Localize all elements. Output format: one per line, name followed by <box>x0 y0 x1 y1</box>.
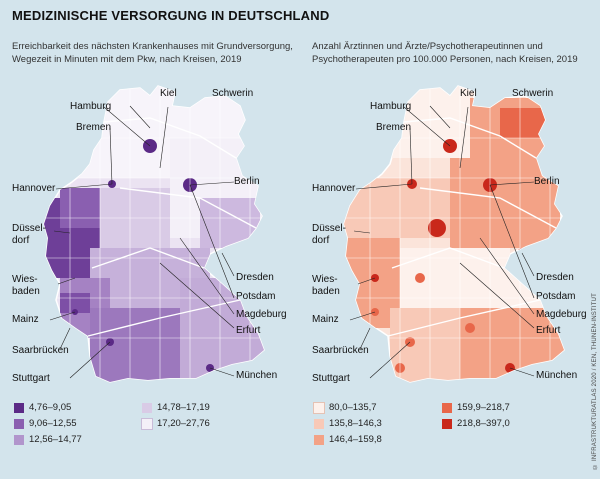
legend-swatch <box>14 402 24 413</box>
legend-swatch <box>14 418 24 429</box>
label-wiesbaden-2: baden <box>12 286 40 297</box>
label-magdeburg: Magdeburg <box>536 309 587 320</box>
legend-item: 159,9–218,7 <box>442 402 510 413</box>
legend-item: 17,20–27,76 <box>141 417 210 430</box>
legend-label: 9,06–12,55 <box>29 418 77 429</box>
right-map-subtitle: Anzahl Ärztinnen und Ärzte/Psychotherape… <box>312 40 597 66</box>
label-dresden: Dresden <box>236 272 274 283</box>
label-kiel: Kiel <box>460 88 477 99</box>
label-erfurt: Erfurt <box>236 325 261 336</box>
legend-label: 218,8–397,0 <box>457 418 510 429</box>
label-saarbruecken: Saarbrücken <box>12 345 69 356</box>
label-kiel: Kiel <box>160 88 177 99</box>
left-germany-map <box>43 85 265 383</box>
legend-item: 14,78–17,19 <box>142 402 210 413</box>
label-duesseldorf-1: Düssel- <box>12 223 46 234</box>
label-hamburg: Hamburg <box>370 101 412 112</box>
label-stuttgart: Stuttgart <box>12 373 50 384</box>
label-mainz: Mainz <box>312 314 339 325</box>
right-subtitle-line1: Anzahl Ärztinnen und Ärzte/Psychotherape… <box>312 41 543 52</box>
legend-item: 218,8–397,0 <box>442 418 510 429</box>
legend-label: 14,78–17,19 <box>157 402 210 413</box>
legend-item: 146,4–159,8 <box>314 434 382 445</box>
left-subtitle-line2: Wegezeit in Minuten mit dem Pkw, nach Kr… <box>12 54 242 65</box>
legend-item: 9,06–12,55 <box>14 418 77 429</box>
label-saarbruecken: Saarbrücken <box>312 345 369 356</box>
legend-label: 4,76–9,05 <box>29 402 72 413</box>
label-mainz: Mainz <box>12 314 39 325</box>
legend-label: 159,9–218,7 <box>457 402 510 413</box>
right-germany-map <box>343 85 565 383</box>
legend-item: 12,56–14,77 <box>14 434 82 445</box>
label-schwerin: Schwerin <box>212 88 254 99</box>
legend-swatch <box>442 418 452 429</box>
label-wiesbaden-1: Wies- <box>312 274 338 285</box>
label-bremen: Bremen <box>76 122 112 133</box>
legend-swatch <box>141 417 153 430</box>
label-schwerin: Schwerin <box>512 88 554 99</box>
label-hamburg: Hamburg <box>70 101 112 112</box>
legend-label: 135,8–146,3 <box>329 418 382 429</box>
legend-swatch <box>442 402 452 413</box>
label-berlin: Berlin <box>534 176 560 187</box>
legend-label: 12,56–14,77 <box>29 434 82 445</box>
label-duesseldorf-2: dorf <box>312 235 330 246</box>
label-stuttgart: Stuttgart <box>312 373 350 384</box>
legend-swatch <box>313 401 325 414</box>
left-map-subtitle: Erreichbarkeit des nächsten Krankenhause… <box>12 40 297 66</box>
legend-item: 80,0–135,7 <box>313 401 377 414</box>
label-potsdam: Potsdam <box>236 291 276 302</box>
label-magdeburg: Magdeburg <box>236 309 287 320</box>
right-subtitle-line2: Psychotherapeuten pro 100.000 Personen, … <box>312 54 578 65</box>
legend-label: 146,4–159,8 <box>329 434 382 445</box>
legend-item: 4,76–9,05 <box>14 402 71 413</box>
label-potsdam: Potsdam <box>536 291 576 302</box>
legend-swatch <box>314 434 324 445</box>
label-muenchen: München <box>236 370 278 381</box>
label-duesseldorf-2: dorf <box>12 235 30 246</box>
legend-swatch <box>314 418 324 429</box>
legend-label: 80,0–135,7 <box>329 402 377 413</box>
label-bremen: Bremen <box>376 122 412 133</box>
page-title: MEDIZINISCHE VERSORGUNG IN DEUTSCHLAND <box>12 8 330 23</box>
label-dresden: Dresden <box>536 272 574 283</box>
legend-swatch <box>142 402 152 413</box>
label-wiesbaden-2: baden <box>312 286 340 297</box>
label-hannover: Hannover <box>312 183 356 194</box>
label-duesseldorf-1: Düssel- <box>312 223 346 234</box>
legend-item: 135,8–146,3 <box>314 418 382 429</box>
label-muenchen: München <box>536 370 578 381</box>
credit-line: © INFRASTRUKTURATLAS 2020 / KEN, THÜNEN-… <box>592 292 598 469</box>
left-subtitle-line1: Erreichbarkeit des nächsten Krankenhause… <box>12 41 293 52</box>
label-erfurt: Erfurt <box>536 325 561 336</box>
label-wiesbaden-1: Wies- <box>12 274 38 285</box>
legend-label: 17,20–27,76 <box>157 418 210 429</box>
legend-swatch <box>14 434 24 445</box>
label-berlin: Berlin <box>234 176 260 187</box>
label-hannover: Hannover <box>12 183 56 194</box>
